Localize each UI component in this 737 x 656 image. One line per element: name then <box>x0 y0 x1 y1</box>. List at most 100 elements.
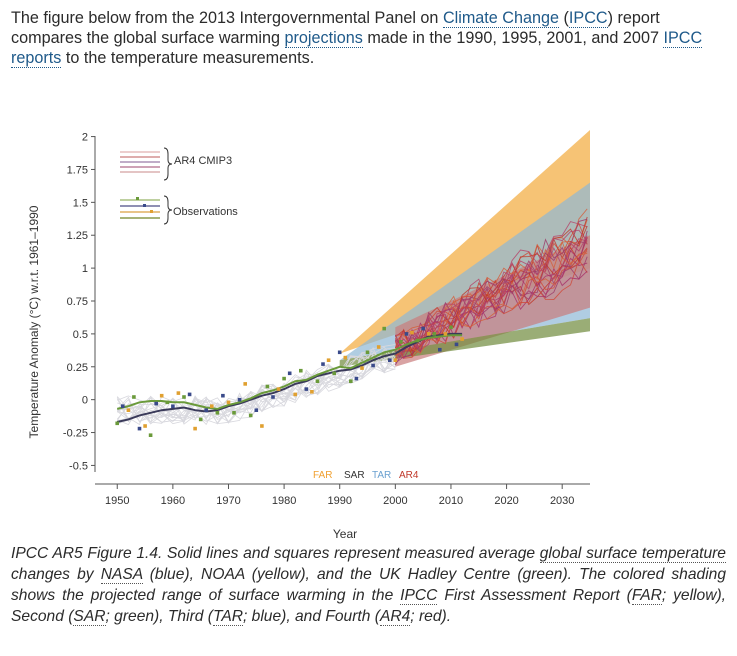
observation-point <box>143 424 147 428</box>
observation-point <box>165 400 170 405</box>
observation-point <box>382 326 386 331</box>
observation-point <box>115 421 119 426</box>
model-run-ar4 <box>394 252 588 360</box>
observation-point <box>248 413 253 418</box>
link-sar[interactable]: SAR <box>73 608 106 626</box>
link-far[interactable]: FAR <box>631 587 662 605</box>
observation-point <box>215 411 220 415</box>
observation-point <box>121 404 125 408</box>
link-climate-change[interactable]: Climate Change <box>442 9 560 28</box>
legend-marker <box>143 204 146 207</box>
intro-paragraph: The figure below from the 2013 Intergove… <box>11 8 726 68</box>
link-tar[interactable]: TAR <box>212 608 243 626</box>
link-nasa[interactable]: NASA <box>100 566 143 584</box>
observation-point <box>210 404 214 408</box>
observation-point <box>438 347 442 352</box>
model-run-historical <box>116 346 396 426</box>
intro-text: ( <box>559 9 569 27</box>
caption-text: First Assessment Report ( <box>437 587 632 604</box>
observation-point <box>332 371 336 376</box>
observation-point <box>171 404 175 408</box>
observation-point <box>443 332 448 336</box>
link-projections[interactable]: projections <box>284 29 363 48</box>
model-run-ar4 <box>394 218 588 354</box>
ipcc-chart: -0.5 -0.25 0 0.25 0.5 0.75 1 1.25 1.5 1.75 2 1950 19… <box>27 130 590 541</box>
model-run-ar4 <box>395 221 588 359</box>
observation-line-0 <box>116 332 463 423</box>
observation-point <box>226 400 231 405</box>
observation-point <box>321 362 325 366</box>
y-tick-label: -0.5 <box>69 460 88 472</box>
link-ipcc-reports[interactable]: IPCC reports <box>11 29 703 68</box>
observation-point <box>460 337 464 341</box>
legend-marker <box>136 197 139 200</box>
link-ipcc[interactable]: IPCC <box>568 9 608 28</box>
observation-point <box>349 379 353 383</box>
x-tick-label: 1990 <box>327 495 351 507</box>
link-ar4[interactable]: AR4 <box>379 608 411 626</box>
y-tick-label: 1 <box>82 263 88 275</box>
observation-point <box>293 392 297 397</box>
observation-point <box>193 426 197 431</box>
x-tick-label: 2000 <box>383 495 407 507</box>
y-tick-label: 1.5 <box>73 197 88 209</box>
x-tick-label: 1980 <box>272 495 296 507</box>
observation-point <box>393 358 398 362</box>
caption-text: IPCC AR5 Figure 1.4. Solid lines and squ… <box>11 545 540 562</box>
observation-point <box>415 338 420 343</box>
observation-point <box>432 332 437 336</box>
observation-point <box>154 401 158 406</box>
observation-point <box>187 392 192 397</box>
projection-labels: FAR SAR TAR AR4 <box>313 470 419 481</box>
model-run-ar4 <box>395 235 588 351</box>
observation-point <box>421 326 425 331</box>
observation-point <box>265 384 270 389</box>
observation-point <box>198 417 203 422</box>
observation-point <box>371 363 375 368</box>
link-ipcc[interactable]: IPCC <box>400 587 438 605</box>
observation-line-1 <box>116 334 463 410</box>
band-far <box>339 130 590 354</box>
observation-point <box>304 387 309 391</box>
model-run-ar4 <box>395 236 588 358</box>
caption-text: ; red). <box>410 608 452 625</box>
observation-point <box>343 355 348 360</box>
label-tar: TAR <box>372 470 391 481</box>
model-run-historical <box>116 354 396 423</box>
observation-point <box>299 368 303 373</box>
observation-point <box>260 424 264 428</box>
caption-text: (blue), NOAA (yellow), and the UK Hadley… <box>11 566 727 604</box>
caption-text: changes by <box>11 566 101 583</box>
observation-point <box>182 395 186 399</box>
observation-point <box>404 332 409 336</box>
model-run-ar4 <box>394 230 588 366</box>
y-tick-label: 0.5 <box>73 329 88 341</box>
observation-point <box>310 390 314 394</box>
observation-point <box>360 366 364 370</box>
link-global-surface-temperature[interactable]: global surface temperature <box>539 545 726 563</box>
observation-point <box>449 325 453 330</box>
x-tick-label: 2030 <box>550 495 574 507</box>
y-tick-label: 0 <box>82 395 88 407</box>
x-tick-label: 2010 <box>439 495 463 507</box>
observation-point <box>221 393 225 398</box>
y-tick-label: 1.25 <box>67 230 88 242</box>
observation-point <box>337 350 342 355</box>
label-far: FAR <box>313 470 332 481</box>
observation-point <box>388 358 392 362</box>
model-run-historical <box>116 346 396 423</box>
y-tick-label: 1.75 <box>67 164 88 176</box>
observation-point <box>426 332 431 336</box>
observation-point <box>126 408 131 412</box>
observation-point <box>237 397 242 402</box>
observation-point <box>254 408 259 412</box>
y-tick-label: 0.75 <box>67 296 88 308</box>
caption-text: ; blue), and Fourth ( <box>243 608 380 625</box>
caption-text: ; green), Third ( <box>105 608 213 625</box>
observation-point <box>326 358 331 362</box>
observation-point <box>399 340 403 344</box>
observation-points <box>115 325 464 437</box>
y-tick-label: 2 <box>82 132 88 144</box>
observation-point <box>148 433 153 437</box>
label-sar: SAR <box>344 470 365 481</box>
